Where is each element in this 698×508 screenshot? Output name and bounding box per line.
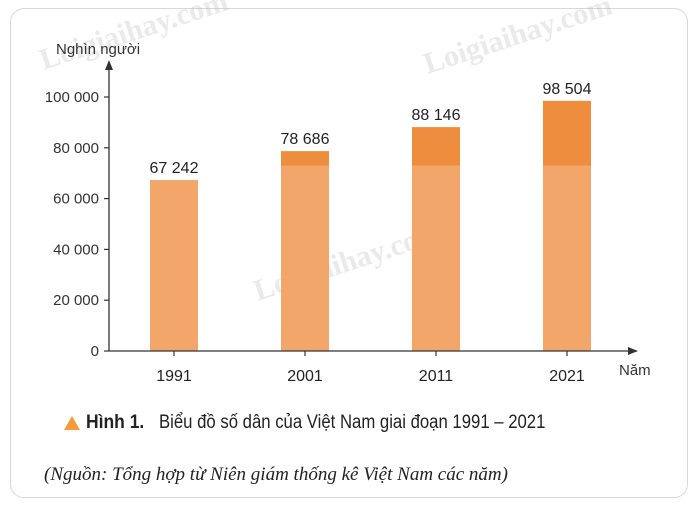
y-axis-label: Nghìn người bbox=[56, 41, 140, 58]
bar-body-1991 bbox=[150, 180, 198, 351]
y-tick-label: 0 bbox=[91, 343, 99, 360]
figure-title: Biểu đồ số dân của Việt Nam giai đoạn 19… bbox=[159, 412, 546, 433]
bar-2021: 98 504 2021 bbox=[543, 81, 592, 385]
bar-2001: 78 686 2001 bbox=[281, 131, 330, 385]
figure-number: Hình 1. bbox=[86, 412, 145, 433]
y-tick-label: 20 000 bbox=[53, 292, 99, 309]
source-note: (Nguồn: Tổng hợp từ Niên giám thống kê V… bbox=[44, 464, 508, 485]
bar-chart: Nghìn người Năm 67 242 1991 78 686 2001 88 1… bbox=[45, 41, 651, 385]
value-label: 88 146 bbox=[412, 107, 461, 124]
x-axis-label: Năm bbox=[619, 362, 651, 379]
x-tick-label: 1991 bbox=[156, 368, 192, 385]
x-tick-label: 2001 bbox=[287, 368, 323, 385]
figure-caption: Hình 1. Biểu đồ số dân của Việt Nam giai… bbox=[64, 412, 598, 434]
y-tick-label: 80 000 bbox=[53, 140, 99, 157]
y-tick-label: 60 000 bbox=[53, 191, 99, 208]
value-label: 78 686 bbox=[281, 131, 330, 148]
triangle-icon bbox=[64, 416, 80, 430]
y-tick-label: 100 000 bbox=[45, 89, 99, 106]
bar-1991: 67 242 1991 bbox=[150, 160, 199, 385]
value-label: 67 242 bbox=[150, 160, 199, 177]
bar-body-2021 bbox=[543, 165, 591, 351]
x-axis-arrow bbox=[628, 347, 638, 355]
y-tick-label: 40 000 bbox=[53, 241, 99, 258]
bar-body-2011 bbox=[412, 165, 460, 351]
axes-group: 0 20 000 40 000 60 000 80 000 100 000 bbox=[45, 60, 638, 360]
bar-2011: 88 146 2011 bbox=[412, 107, 461, 385]
x-tick-label: 2021 bbox=[549, 368, 585, 385]
y-axis-arrow bbox=[105, 60, 113, 70]
bars-group: 67 242 1991 78 686 2001 88 146 2011 98 504 2021 bbox=[150, 81, 592, 385]
bar-body-2001 bbox=[281, 165, 329, 351]
x-tick-label: 2011 bbox=[419, 368, 454, 385]
value-label: 98 504 bbox=[543, 81, 592, 98]
